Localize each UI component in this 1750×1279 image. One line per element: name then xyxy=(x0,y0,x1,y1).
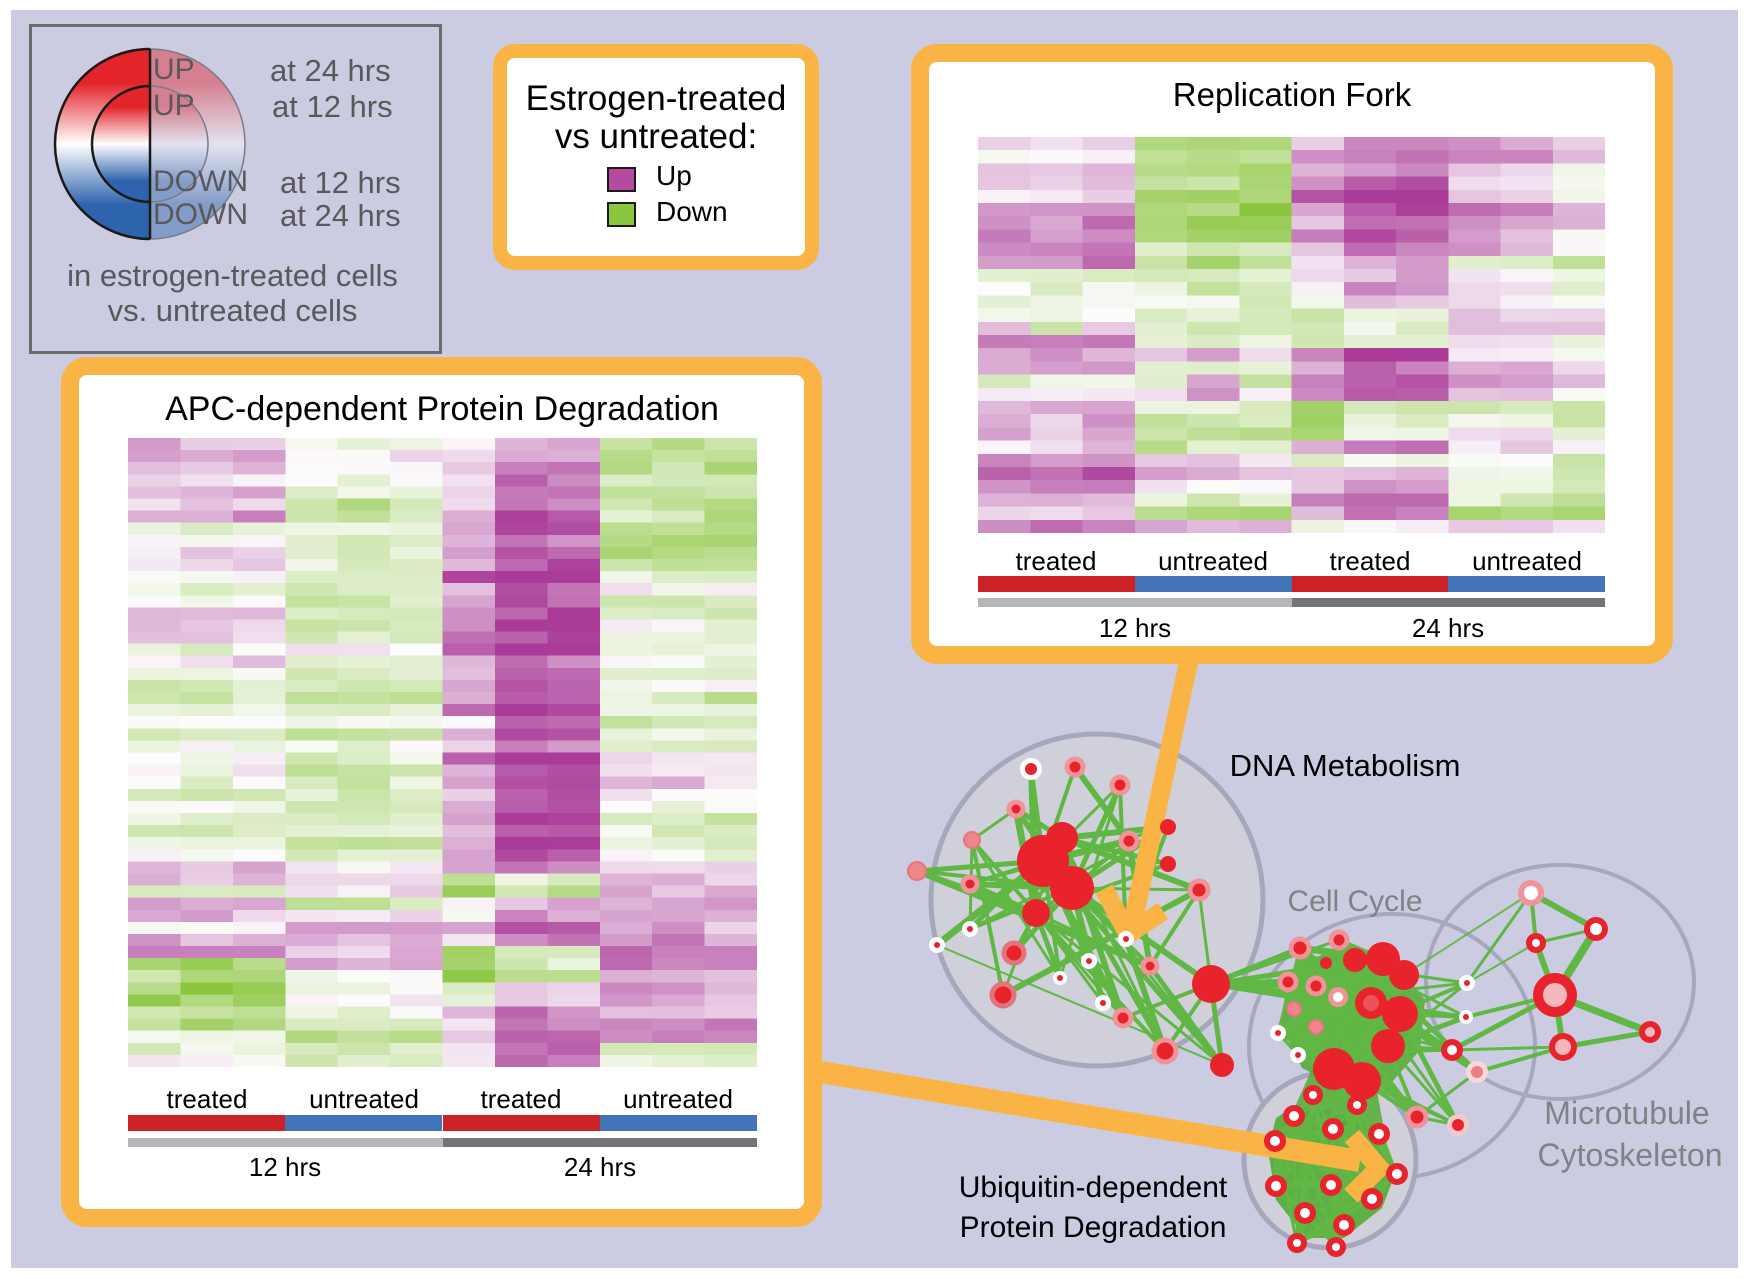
svg-text:Cytoskeleton: Cytoskeleton xyxy=(1538,1137,1723,1173)
svg-text:Ubiquitin-dependent: Ubiquitin-dependent xyxy=(959,1171,1228,1204)
svg-text:Cell Cycle: Cell Cycle xyxy=(1287,885,1422,918)
svg-text:Protein Degradation: Protein Degradation xyxy=(960,1211,1227,1244)
svg-text:DNA Metabolism: DNA Metabolism xyxy=(1230,748,1461,783)
svg-text:Microtubule: Microtubule xyxy=(1544,1095,1709,1131)
